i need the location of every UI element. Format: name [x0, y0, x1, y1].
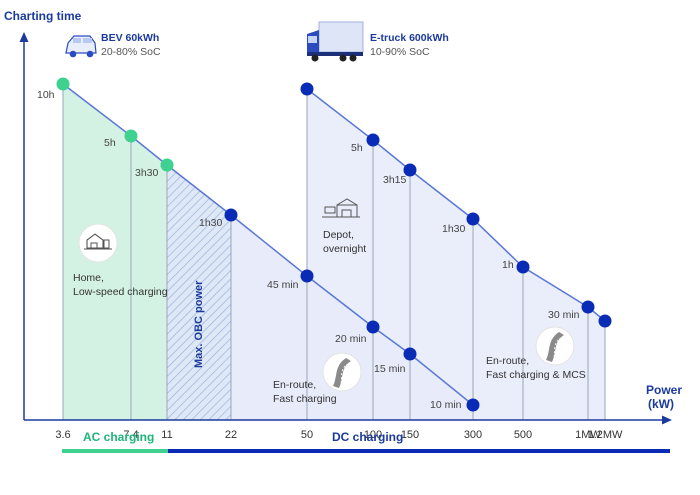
point-label: 15 min — [374, 363, 406, 375]
series-line-0 — [62, 83, 474, 406]
area-fills — [63, 84, 605, 420]
point-label: 1h — [502, 259, 514, 271]
point-label: 10 min — [430, 399, 462, 411]
data-point — [300, 269, 314, 283]
data-point — [598, 314, 612, 328]
ac-band — [62, 449, 168, 453]
data-point — [403, 163, 417, 177]
x-tick-label: 50 — [301, 429, 313, 441]
truck-header: E-truck 600kWh 10-90% SoC — [307, 21, 449, 62]
enroute-truck-annotation: En-route, Fast charging & MCS — [486, 326, 586, 381]
home-label-line2: Low-speed charging — [73, 286, 168, 298]
x-tick-label: 7.4 — [123, 429, 138, 441]
y-axis-title: Charting time — [4, 9, 82, 23]
bev-title: BEV 60kWh — [101, 32, 159, 44]
data-point — [366, 320, 380, 334]
enroute-truck-label-line2: Fast charging & MCS — [486, 369, 586, 381]
road-icon — [535, 326, 575, 366]
truck-title: E-truck 600kWh — [370, 32, 449, 44]
x-tick-label: 1MW — [575, 429, 601, 441]
data-point — [581, 300, 595, 314]
x-tick-label: 150 — [401, 429, 419, 441]
point-label: 45 min — [267, 279, 299, 291]
data-point — [366, 133, 380, 147]
car-icon — [65, 35, 97, 58]
enroute-truck-label-line1: En-route, — [486, 355, 529, 367]
data-point — [516, 260, 530, 274]
point-label: 1h30 — [199, 217, 223, 229]
home-annotation: Home, Low-speed charging — [73, 223, 168, 298]
y-axis-arrow — [19, 32, 29, 42]
home-label-line1: Home, — [73, 272, 104, 284]
dc-band-label: DC charging — [332, 430, 403, 444]
truck-icon — [307, 21, 364, 62]
data-point — [160, 158, 174, 172]
data-point — [466, 398, 480, 412]
x-tick-label: 22 — [225, 429, 237, 441]
data-point — [466, 212, 480, 226]
ac-band-label: AC charging — [83, 430, 154, 444]
enroute-label-line1: En-route, — [273, 379, 316, 391]
bev-header: BEV 60kWh 20-80% SoC — [65, 32, 161, 58]
axes — [19, 32, 672, 425]
x-tick-label: 1.2MW — [588, 429, 623, 441]
x-tick-label: 3.6 — [55, 429, 70, 441]
point-label: 30 min — [548, 309, 580, 321]
point-label: 5h — [351, 142, 363, 154]
point-label: 3h30 — [135, 167, 159, 179]
x-tick-label: 11 — [161, 429, 172, 441]
point-label: 10h — [37, 89, 55, 101]
point-labels: 10h 5h 3h30 1h30 45 min 20 min 15 min 10 min 5h 3… — [37, 89, 580, 411]
truck-subtitle: 10-90% SoC — [370, 46, 430, 58]
data-point — [403, 347, 417, 361]
point-label: 3h15 — [383, 174, 407, 186]
dc-band — [168, 449, 670, 453]
home-charger-icon — [78, 223, 118, 263]
x-tick-label: 300 — [464, 429, 482, 441]
truck-area — [307, 89, 605, 420]
obc-area — [167, 165, 231, 420]
bev-subtitle: 20-80% SoC — [101, 46, 161, 58]
point-label: 5h — [104, 137, 116, 149]
obc-label: Max. OBC power — [193, 280, 205, 368]
depot-label-line2: overnight — [323, 243, 366, 255]
enroute-label-line2: Fast charging — [273, 393, 337, 405]
data-point — [300, 82, 314, 96]
data-point — [56, 77, 70, 91]
point-label: 20 min — [335, 333, 367, 345]
depot-icon — [322, 198, 360, 218]
data-point — [224, 208, 238, 222]
x-axis-title-line2: (kW) — [648, 397, 674, 411]
x-tick-label: 500 — [514, 429, 532, 441]
road-icon — [322, 352, 362, 392]
drop-lines — [62, 84, 606, 420]
x-tick-label: 100 — [364, 429, 382, 441]
depot-annotation: Depot, overnight — [322, 198, 366, 255]
enroute-annotation: En-route, Fast charging — [273, 352, 362, 405]
charging-bands: AC charging DC charging — [62, 430, 670, 453]
series-points — [56, 77, 612, 412]
x-axis-title-line1: Power — [646, 383, 682, 397]
depot-label-line1: Depot, — [323, 229, 354, 241]
data-point — [124, 129, 138, 143]
x-axis-arrow — [662, 415, 672, 425]
point-label: 1h30 — [442, 223, 466, 235]
